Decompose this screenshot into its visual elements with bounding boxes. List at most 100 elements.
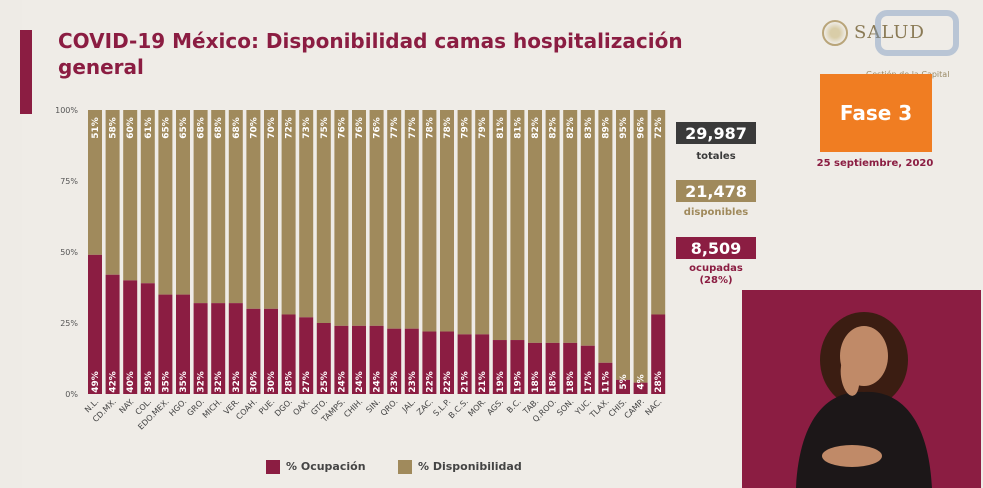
available-bar [651,110,666,315]
available-data-label: 72% [285,117,295,139]
category-label: NAY. [117,397,135,415]
category-label: B.C.S. [447,397,470,420]
category-label: AGS. [485,397,505,417]
occupied-data-label: 39% [144,371,154,393]
available-bar [228,110,243,304]
occupied-data-label: 28% [285,371,295,393]
occupied-data-label: 17% [584,371,594,393]
category-label: NAC. [643,397,663,417]
occupied-bar [193,303,208,394]
available-data-label: 51% [91,117,101,139]
occupied-data-label: 25% [320,371,330,393]
category-label: B.C. [505,397,523,415]
legend-occupied: % Ocupación [266,460,366,476]
occupied-bar [651,314,666,394]
occupied-data-label: 35% [179,371,189,393]
available-data-label: 75% [320,117,330,139]
channel-watermark-icon [875,10,959,56]
occupied-bar [316,323,331,394]
occupied-bar [228,303,243,394]
occupied-bar [176,294,190,394]
available-bar [492,110,507,341]
available-data-label: 79% [478,117,488,139]
occupied-bar [616,379,630,394]
available-bar [123,110,138,281]
occupied-data-label: 21% [478,371,488,393]
occupied-bar [492,340,507,394]
available-data-label: 82% [531,117,541,139]
available-data-label: 77% [408,117,418,139]
occupied-data-label: 18% [549,371,559,393]
occupied-data-label: 18% [566,371,576,393]
interpreter-hand [840,356,860,396]
available-data-label: 82% [566,117,576,139]
available-bar [140,110,155,284]
category-label: JAL. [400,397,417,414]
available-data-label: 68% [232,117,242,139]
occupied-data-label: 42% [109,371,119,393]
occupied-bar [563,342,578,394]
available-data-label: 58% [109,117,119,139]
available-bar [633,110,648,383]
category-label: HGO. [167,397,188,418]
y-tick-label: 0% [65,390,78,399]
available-bar [440,110,454,332]
available-data-label: 72% [654,117,664,139]
category-label: CAMP. [623,397,646,420]
available-bar [158,110,173,295]
total-beds-value: 29,987 [676,122,756,144]
occupied-data-label: 22% [425,371,435,393]
occupied-bar [369,325,384,394]
available-bar [422,110,437,332]
legend-available-label: % Disponibilidad [418,460,522,473]
occupied-data-label: 4% [637,374,647,389]
available-bar [211,110,226,304]
occupied-data-label: 23% [390,371,400,393]
occupied-data-label: 11% [601,371,611,393]
available-bar [545,110,560,343]
available-data-label: 65% [161,117,171,139]
available-data-label: 96% [637,117,647,139]
occupied-bar [264,308,278,394]
occupied-bar [352,325,366,394]
interpreter-arm [822,445,882,467]
available-data-label: 76% [337,117,347,139]
available-data-label: 79% [461,117,471,139]
available-bar [193,110,208,304]
available-bar [510,110,525,341]
interpreter-figure [796,312,932,488]
occupied-bar [475,334,490,394]
occupied-data-label: 27% [302,371,312,393]
occupied-beds-label: ocupadas (28%) [660,263,772,287]
category-label: CHIH. [342,397,364,419]
available-data-label: 73% [302,117,312,139]
available-data-label: 81% [513,117,523,139]
occupied-bar [158,294,173,394]
occupied-data-label: 49% [91,371,101,393]
occupied-bar [528,342,542,394]
occupied-bar [580,345,595,394]
available-bar [299,110,314,318]
available-data-label: 68% [197,117,207,139]
occupied-data-label: 18% [531,371,541,393]
occupied-bar [105,274,120,394]
available-data-label: 78% [425,117,435,139]
available-data-label: 77% [390,117,400,139]
available-bar [264,110,278,309]
available-data-label: 70% [267,117,277,139]
available-data-label: 78% [443,117,453,139]
occupied-bar [211,303,226,394]
available-bar [598,110,613,363]
available-bar [563,110,578,343]
occupied-data-label: 32% [232,371,242,393]
category-label: OAX. [291,397,311,417]
category-label: MOR. [466,397,487,418]
available-bar [475,110,490,335]
occupied-label-line-2: (28%) [699,275,733,286]
available-bar [387,110,402,329]
available-data-label: 89% [601,117,611,139]
category-label: QRO. [379,397,400,418]
available-data-label: 83% [584,117,594,139]
category-label: DGO. [273,397,294,418]
available-bar [457,110,472,335]
